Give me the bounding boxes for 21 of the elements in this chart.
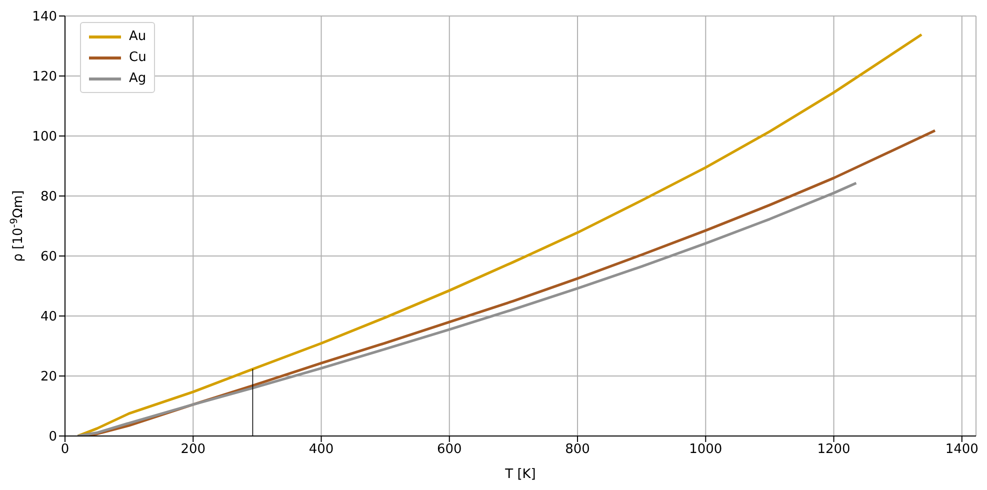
y-tick-label: 40 <box>40 310 57 325</box>
x-axis-title: T [K] <box>504 467 536 482</box>
y-tick-label: 100 <box>32 130 57 145</box>
y-tick-label: 120 <box>32 70 57 85</box>
x-tick-label: 1000 <box>689 442 722 458</box>
line-series <box>76 182 858 436</box>
legend-label: Cu <box>129 50 146 65</box>
legend-label: Au <box>129 29 146 44</box>
x-tick-label: 600 <box>436 442 462 458</box>
x-tick-label: 1200 <box>817 442 850 458</box>
x-tick-label: 800 <box>565 442 590 458</box>
legend-label: Ag <box>129 71 146 86</box>
x-tick-label: 1400 <box>945 442 978 458</box>
y-tick-label: 20 <box>40 370 57 385</box>
y-tick-label: 80 <box>40 190 57 205</box>
y-tick-label: 60 <box>40 250 57 265</box>
y-tick-label: 140 <box>32 10 57 25</box>
x-tick-label: 200 <box>180 442 206 458</box>
x-tick-label: 400 <box>308 442 334 458</box>
y-tick-label: 0 <box>48 430 57 445</box>
x-tick-label: 0 <box>60 442 70 458</box>
